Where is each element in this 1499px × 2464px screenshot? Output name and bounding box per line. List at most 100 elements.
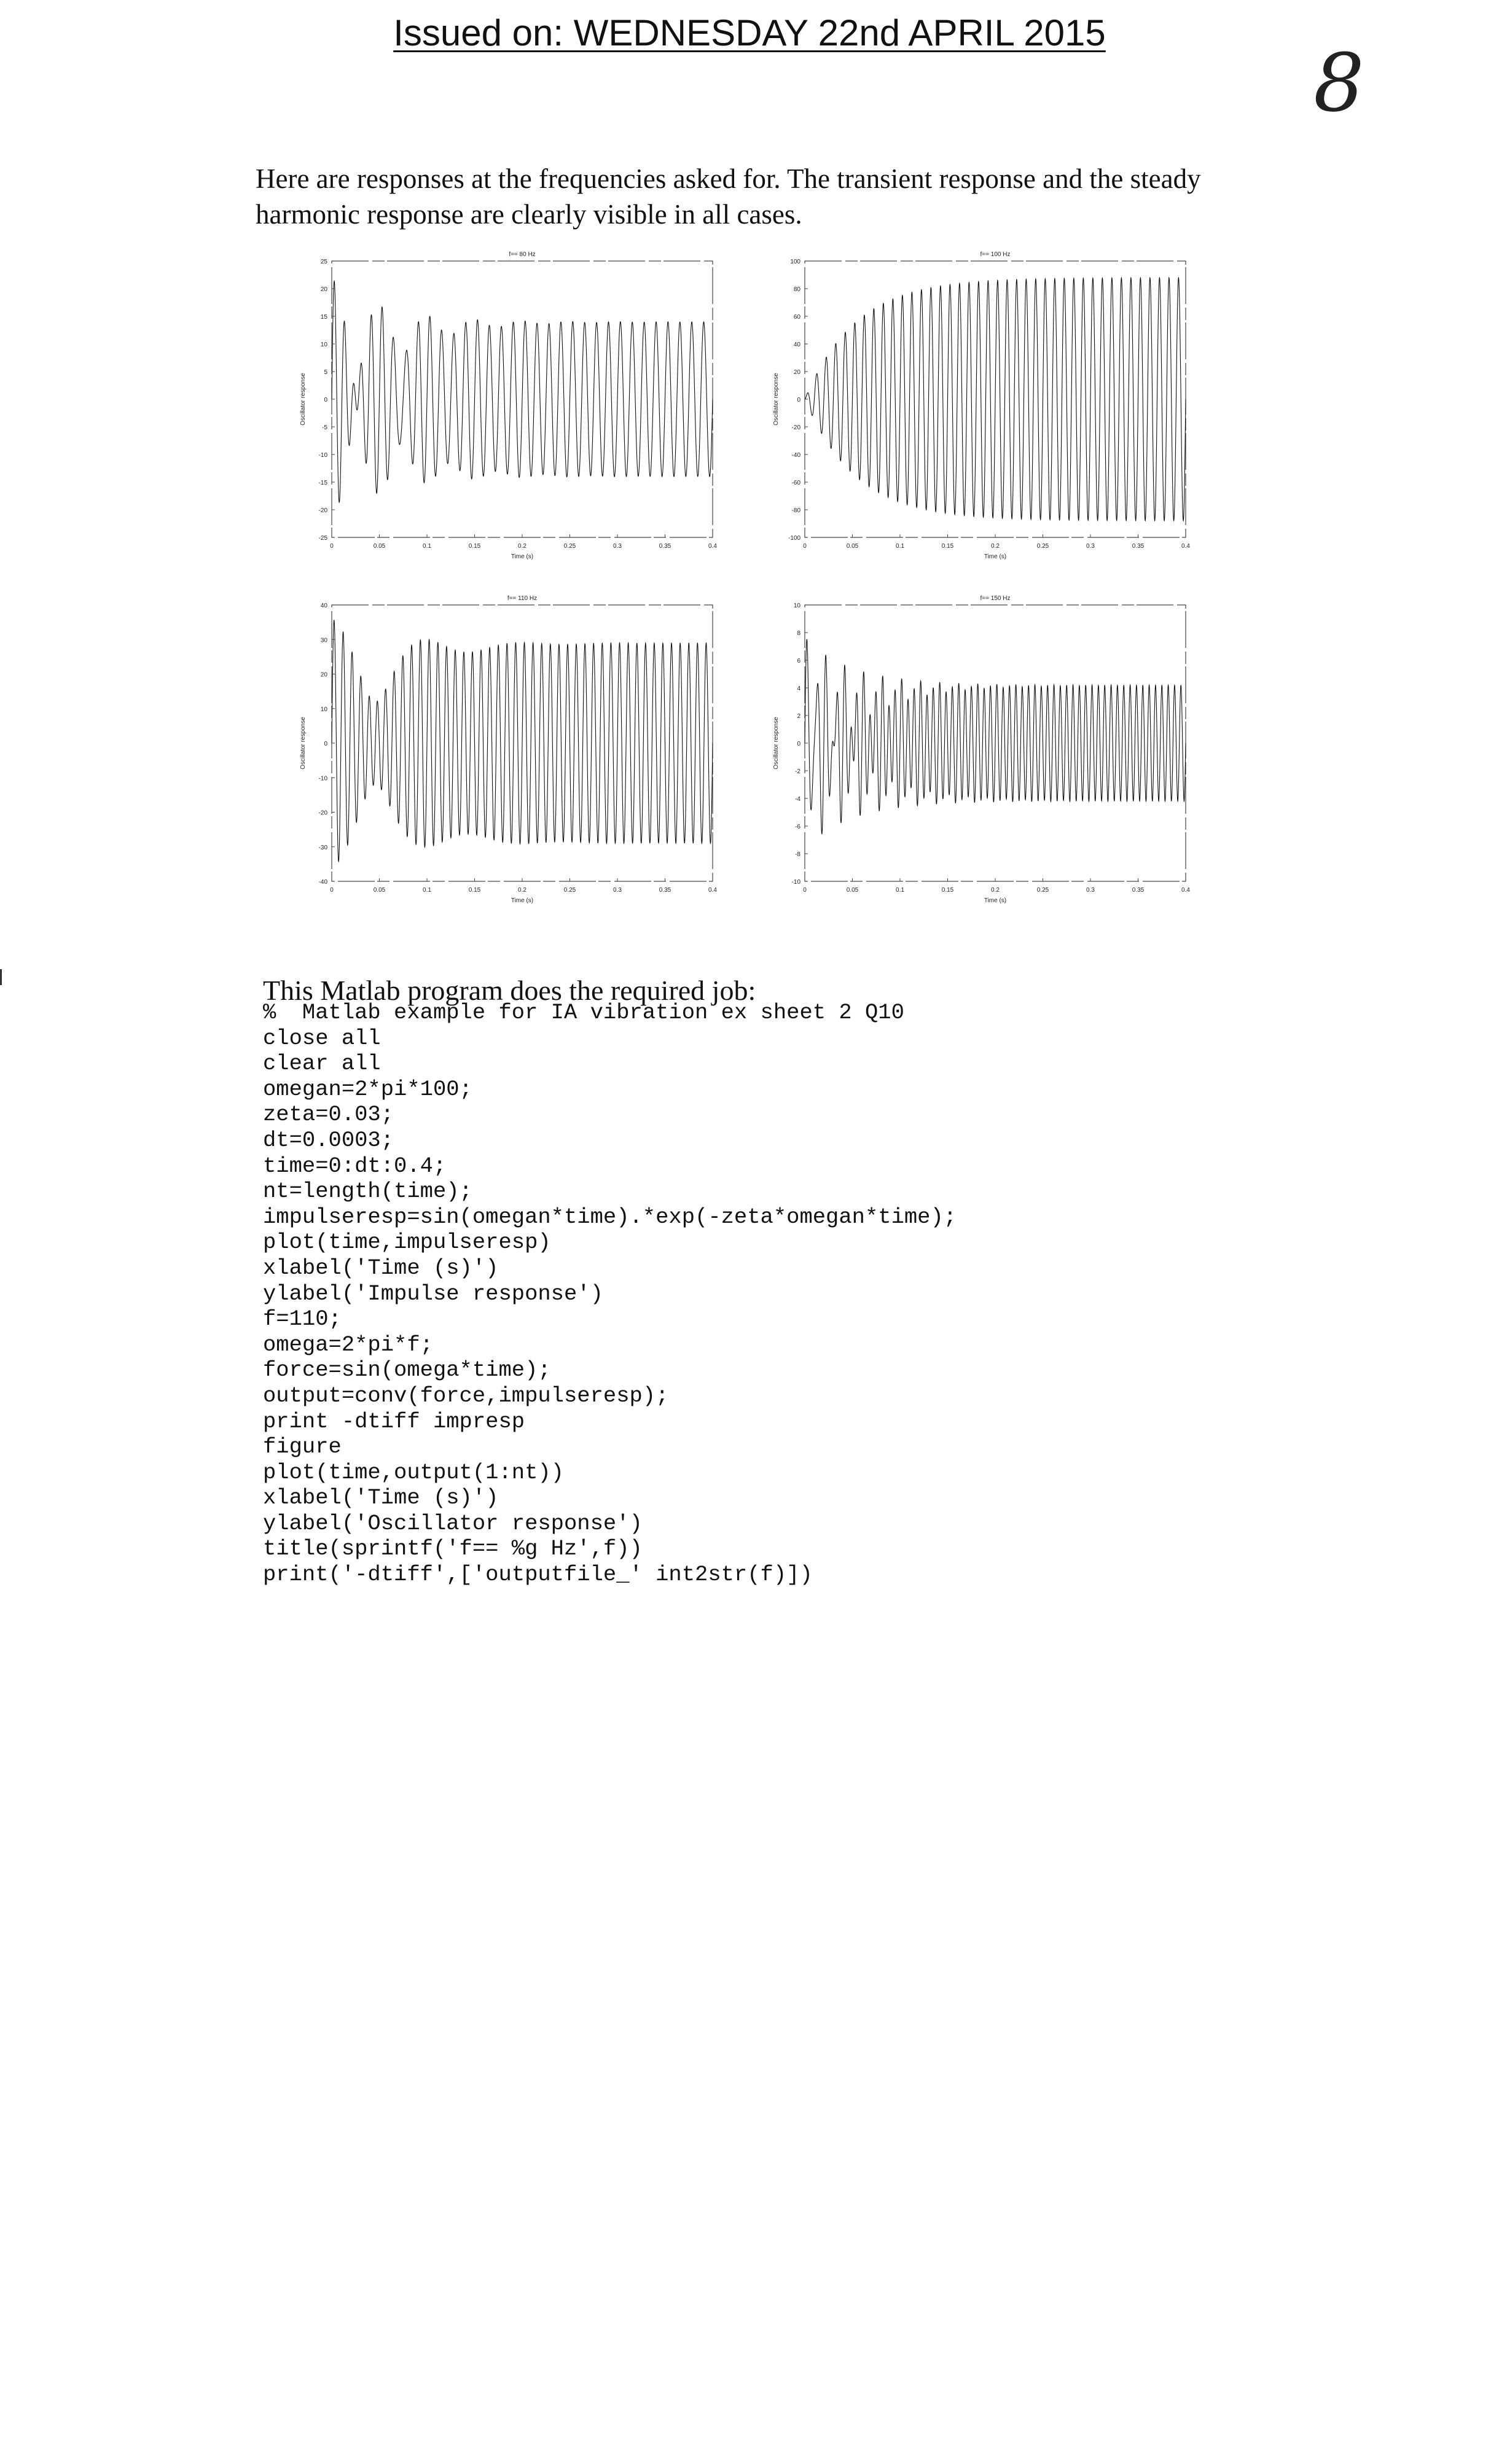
y-tick-label: -60 xyxy=(792,480,801,486)
code-line: time=0:dt:0.4; xyxy=(263,1153,447,1179)
y-tick-label: 0 xyxy=(797,397,800,404)
code-line: print('-dtiff',['outputfile_' int2str(f)… xyxy=(263,1562,813,1588)
y-tick-label: -40 xyxy=(319,879,328,886)
x-tick-label: 0.15 xyxy=(942,543,954,550)
x-tick-label: 0.15 xyxy=(469,543,481,550)
code-line: output=conv(force,impulseresp); xyxy=(263,1382,669,1408)
chart-svg: 0 0.05 0.1 0.15 0.2 0.25 0.3 0.35 0.42520151050-… xyxy=(300,251,717,560)
x-tick-label: 0.4 xyxy=(1181,543,1190,550)
x-tick-label: 0.3 xyxy=(1086,887,1095,894)
code-line: plot(time,output(1:nt)) xyxy=(263,1459,564,1485)
x-tick-label: 0.1 xyxy=(423,543,431,550)
y-tick-label: -10 xyxy=(319,775,328,782)
x-tick-label: 0.1 xyxy=(423,887,431,894)
x-tick-label: 0 xyxy=(803,543,807,550)
program-intro: This Matlab program does the required jo… xyxy=(263,975,756,1006)
y-tick-label: 10 xyxy=(321,706,328,713)
code-line: plot(time,impulseresp) xyxy=(263,1230,551,1255)
chart-80hz: 0 0.05 0.1 0.15 0.2 0.25 0.3 0.35 0.4 25 20 15 10 5 0-… xyxy=(295,246,731,577)
x-tick-label: 0.35 xyxy=(1132,543,1145,550)
code-line: clear all xyxy=(263,1051,381,1077)
code-line: force=sin(omega*time); xyxy=(263,1357,551,1383)
series-line xyxy=(804,276,1186,522)
y-tick-label: 30 xyxy=(321,637,328,644)
x-tick-label: 0 xyxy=(330,887,334,894)
x-tick-label: 0.25 xyxy=(564,887,576,894)
y-tick-label: 80 xyxy=(794,286,801,293)
code-line: xlabel('Time (s)') xyxy=(263,1255,499,1281)
x-axis-label: Time (s) xyxy=(984,897,1006,904)
x-tick-label: 0.35 xyxy=(659,887,671,894)
x-tick-label: 0.3 xyxy=(1086,543,1095,550)
y-tick-label: -20 xyxy=(319,507,328,514)
y-tick-label: 0 xyxy=(324,741,327,747)
x-tick-label: 0.25 xyxy=(564,543,576,550)
series-line xyxy=(804,639,1186,835)
y-tick-label: 20 xyxy=(321,286,328,293)
y-tick-label: -8 xyxy=(795,851,800,858)
y-tick-label: 15 xyxy=(321,314,328,321)
code-line: figure xyxy=(263,1434,342,1460)
y-tick-label: 20 xyxy=(794,369,801,376)
x-tick-label: 0.05 xyxy=(374,543,386,550)
chart-title: f== 80 Hz xyxy=(509,251,535,258)
y-tick-label: -10 xyxy=(319,452,328,459)
code-line: title(sprintf('f== %g Hz',f)) xyxy=(263,1536,643,1562)
x-tick-label: 0.3 xyxy=(613,543,622,550)
y-tick-label: 25 xyxy=(321,259,328,265)
code-line: close all xyxy=(263,1025,381,1051)
code-line: omega=2*pi*f; xyxy=(263,1331,433,1357)
series-line xyxy=(331,279,713,504)
intro-line-1: Here are responses at the frequencies as… xyxy=(256,163,1201,194)
code-line: f=110; xyxy=(263,1306,342,1332)
x-tick-label: 0.2 xyxy=(518,543,526,550)
y-tick-label: 10 xyxy=(321,341,328,348)
y-tick-label: -20 xyxy=(792,424,801,431)
chart-150hz: 0 0.05 0.1 0.15 0.2 0.25 0.3 0.35 0.4 10 8 6 4 2 0 -2 -4… xyxy=(768,590,1204,921)
y-tick-label: 0 xyxy=(324,397,327,404)
x-tick-label: 0.2 xyxy=(518,887,526,894)
y-tick-label: 40 xyxy=(794,341,801,348)
y-tick-label: 2 xyxy=(797,713,800,720)
x-tick-label: 0.05 xyxy=(374,887,386,894)
code-line: ylabel('Impulse response') xyxy=(263,1281,603,1306)
x-tick-label: 0.4 xyxy=(708,887,717,894)
x-tick-label: 0.3 xyxy=(613,887,622,894)
code-line: zeta=0.03; xyxy=(263,1102,394,1128)
y-tick-label: -30 xyxy=(319,844,328,851)
x-tick-label: 0.05 xyxy=(847,887,859,894)
x-axis-label: Time (s) xyxy=(511,897,533,904)
y-tick-label: 5 xyxy=(324,369,327,376)
x-tick-label: 0.15 xyxy=(469,887,481,894)
y-tick-label: 8 xyxy=(797,630,800,637)
y-tick-label: 60 xyxy=(794,314,801,321)
x-tick-label: 0.35 xyxy=(1132,887,1145,894)
code-line: % Matlab example for IA vibration ex she… xyxy=(263,1000,904,1025)
code-line: print -dtiff impresp xyxy=(263,1408,525,1434)
x-tick-label: 0.4 xyxy=(1181,887,1190,894)
code-line: impulseresp=sin(omegan*time).*exp(-zeta*… xyxy=(263,1204,957,1230)
y-tick-label: 0 xyxy=(797,741,800,747)
y-tick-label: -15 xyxy=(319,480,328,486)
issued-date-text: Issued on: WEDNESDAY 22nd APRIL 2015 xyxy=(393,12,1106,53)
y-tick-label: 100 xyxy=(790,259,800,265)
y-tick-label: 6 xyxy=(797,658,800,665)
y-tick-label: 10 xyxy=(794,602,801,609)
chart-100hz: 0 0.05 0.1 0.15 0.2 0.25 0.3 0.35 0.4 100 80 60 40 20… xyxy=(768,246,1204,577)
y-tick-label: -4 xyxy=(795,796,800,803)
y-tick-label: 20 xyxy=(321,672,328,679)
x-tick-label: 0.35 xyxy=(659,543,671,550)
y-tick-label: -2 xyxy=(795,768,800,775)
chart-title: f== 110 Hz xyxy=(507,595,537,602)
y-axis-label: Oscillator response xyxy=(300,717,307,770)
chart-title: f== 100 Hz xyxy=(980,251,1011,258)
y-tick-label: -80 xyxy=(792,507,801,514)
x-tick-label: 0.1 xyxy=(896,887,904,894)
chart-svg: 0 0.05 0.1 0.15 0.2 0.25 0.3 0.35 0.4 100 80 60 40 20… xyxy=(773,251,1190,560)
code-line: omegan=2*pi*100; xyxy=(263,1076,472,1102)
x-tick-label: 0.4 xyxy=(708,543,717,550)
y-tick-label: -25 xyxy=(319,535,328,542)
y-tick-label: -10 xyxy=(792,879,801,886)
x-tick-label: 0 xyxy=(330,543,334,550)
y-tick-label: -40 xyxy=(792,452,801,459)
